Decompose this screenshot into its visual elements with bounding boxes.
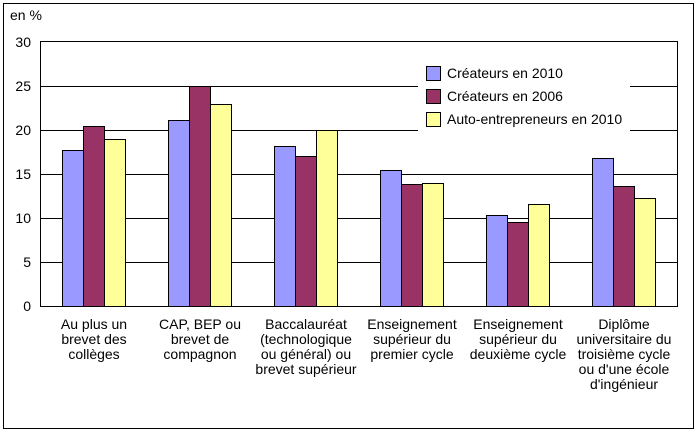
legend-item: Auto-entrepreneurs en 2010 xyxy=(426,111,622,127)
y-axis-ticks: 0 5 10 15 20 25 30 xyxy=(0,34,36,314)
bar-group xyxy=(253,42,359,306)
bar xyxy=(507,222,529,306)
legend-item: Créateurs en 2006 xyxy=(426,88,622,104)
bar-group xyxy=(359,42,465,306)
bar xyxy=(316,130,338,306)
bar xyxy=(168,120,190,306)
bar xyxy=(62,150,84,306)
bar-group xyxy=(147,42,253,306)
gridline xyxy=(41,130,677,131)
x-category-label: Au plus un brevet des collèges xyxy=(60,316,128,362)
gridline xyxy=(41,218,677,219)
legend-color-swatch xyxy=(426,111,441,127)
bar xyxy=(486,215,508,306)
x-category-label: CAP, BEP ou brevet de compagnon xyxy=(159,316,241,362)
y-axis-unit-label: en % xyxy=(10,7,42,23)
y-tick-label: 0 xyxy=(23,298,31,314)
bar xyxy=(274,146,296,306)
x-category-label: Enseignement supérieur du deuxième cycle xyxy=(469,316,567,362)
bar xyxy=(83,126,105,306)
y-tick-label: 10 xyxy=(15,210,31,226)
legend-color-swatch xyxy=(426,88,441,104)
legend-series-label: Créateurs en 2006 xyxy=(447,88,563,104)
y-tick-label: 25 xyxy=(15,78,31,94)
x-category-label: Diplôme universitaire du troisième cycle… xyxy=(576,316,672,392)
bar-group xyxy=(41,42,147,306)
gridline xyxy=(41,86,677,87)
x-axis-labels: Au plus un brevet des collèges CAP, BEP o… xyxy=(41,317,677,392)
x-category-label: Baccalauréat (technologique ou général) … xyxy=(255,316,357,377)
bar-group xyxy=(571,42,677,306)
bar-group xyxy=(465,42,571,306)
gridline xyxy=(41,174,677,175)
plot-area xyxy=(40,41,678,307)
chart-outer-border xyxy=(3,3,694,429)
bar xyxy=(295,156,317,306)
legend-item: Créateurs en 2010 xyxy=(426,65,622,81)
y-tick-label: 30 xyxy=(15,34,31,50)
gridline xyxy=(41,262,677,263)
bar xyxy=(634,198,656,306)
bar-groups xyxy=(41,42,677,306)
y-tick-label: 20 xyxy=(15,122,31,138)
bar xyxy=(422,183,444,306)
bar xyxy=(401,184,423,306)
bar xyxy=(210,104,232,306)
bar xyxy=(613,186,635,306)
y-tick-label: 5 xyxy=(23,254,31,270)
bar xyxy=(104,139,126,306)
legend-color-swatch xyxy=(426,65,441,81)
legend-series-label: Auto-entrepreneurs en 2010 xyxy=(447,111,623,127)
bar xyxy=(528,204,550,306)
x-category-label: Enseignement supérieur du premier cycle xyxy=(367,316,457,362)
chart-legend: Créateurs en 2010 Créateurs en 2006 Auto-e… xyxy=(418,56,631,136)
y-tick-label: 15 xyxy=(15,166,31,182)
bar xyxy=(189,86,211,306)
bar xyxy=(592,158,614,306)
bar xyxy=(380,170,402,306)
legend-series-label: Créateurs en 2010 xyxy=(447,65,563,81)
